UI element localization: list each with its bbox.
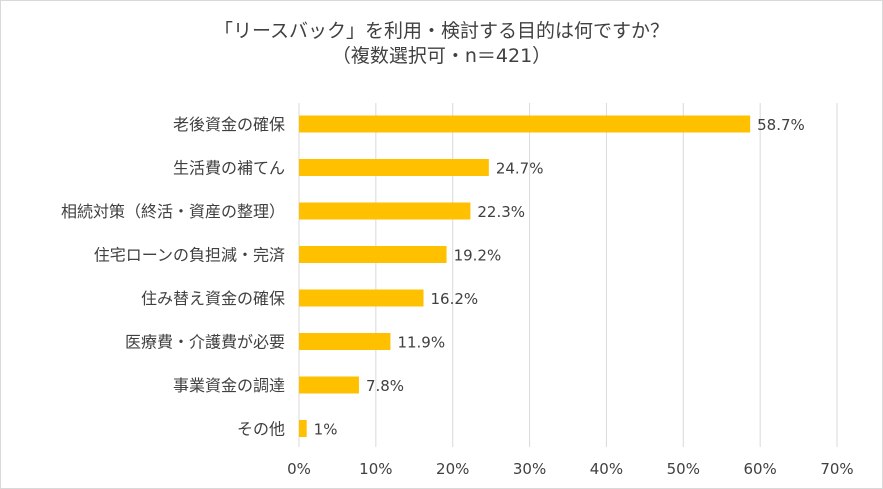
category-label-2: 相続対策（終活・資産の整理）: [61, 202, 285, 221]
value-label-1: 24.7%: [496, 160, 544, 178]
category-label-6: 事業資金の調達: [173, 376, 285, 395]
chart-title: 「リースバック」を利用・検討する目的は何ですか？: [213, 20, 670, 42]
x-tick-label-20: 20%: [436, 460, 469, 478]
x-tick-label-30: 30%: [513, 460, 546, 478]
chart-title-block: 「リースバック」を利用・検討する目的は何ですか？ （複数選択可・n＝421）: [1, 19, 882, 69]
category-label-1: 生活費の補てん: [173, 159, 285, 178]
value-label-2: 22.3%: [477, 203, 525, 221]
bar-7: [299, 420, 307, 437]
category-label-4: 住み替え資金の確保: [141, 289, 285, 308]
bar-0: [299, 115, 751, 133]
bar-3: [299, 246, 447, 263]
category-label-7: その他: [237, 420, 285, 439]
bar-4: [299, 289, 424, 307]
bar-2: [299, 202, 471, 220]
category-label-0: 老後資金の確保: [173, 115, 285, 134]
bar-1: [299, 159, 489, 176]
value-label-0: 58.7%: [757, 116, 805, 134]
x-tick-label-60: 60%: [743, 460, 776, 478]
chart-subtitle: （複数選択可・n＝421）: [331, 45, 552, 67]
bar-5: [299, 333, 391, 350]
value-label-7: 1%: [314, 421, 338, 439]
value-label-3: 19.2%: [454, 247, 502, 265]
x-tick-label-0: 0%: [287, 460, 311, 478]
category-label-5: 医療費・介護費が必要: [125, 333, 285, 352]
bar-6: [299, 376, 359, 394]
value-label-6: 7.8%: [366, 377, 404, 395]
x-tick-label-50: 50%: [667, 460, 700, 478]
value-label-5: 11.9%: [397, 334, 445, 352]
x-tick-label-40: 40%: [590, 460, 623, 478]
x-tick-label-70: 70%: [820, 460, 853, 478]
x-tick-label-10: 10%: [359, 460, 392, 478]
value-label-4: 16.2%: [431, 290, 479, 308]
category-label-3: 住宅ローンの負担減・完済: [94, 246, 285, 265]
